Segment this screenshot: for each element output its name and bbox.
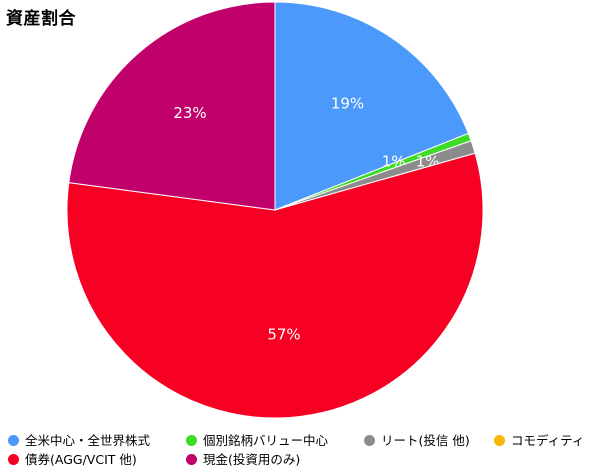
legend-marker-commodity: [494, 435, 505, 446]
legend-marker-bonds: [8, 454, 19, 465]
legend-label-cash: 現金(投資用のみ): [203, 451, 301, 467]
pie-slice-cash[interactable]: [68, 1, 276, 211]
legend-item-commodity[interactable]: コモディティ: [494, 432, 584, 450]
pie-slice-bonds[interactable]: [66, 152, 484, 419]
legend-row-1: 全米中心・全世界株式 個別銘柄バリュー中心 リート(投信 他) コモディティ: [8, 431, 598, 450]
legend-marker-stocks: [8, 435, 19, 446]
legend-label-bonds: 債券(AGG/VCIT 他): [25, 451, 137, 467]
legend-label-individual: 個別銘柄バリュー中心: [203, 432, 329, 448]
legend-label-commodity: コモディティ: [511, 432, 585, 448]
slice-label-cash: 23%: [173, 104, 206, 122]
legend-item-individual[interactable]: 個別銘柄バリュー中心: [186, 432, 364, 450]
legend-item-bonds[interactable]: 債券(AGG/VCIT 他): [8, 451, 186, 469]
legend-label-stocks: 全米中心・全世界株式: [25, 432, 151, 448]
legend: 全米中心・全世界株式 個別銘柄バリュー中心 リート(投信 他) コモディティ 債…: [8, 431, 598, 469]
legend-item-stocks[interactable]: 全米中心・全世界株式: [8, 432, 186, 450]
legend-label-reit: リート(投信 他): [381, 432, 470, 448]
pie-chart: 19%1% 1%57%23%: [66, 1, 484, 419]
legend-marker-cash: [186, 454, 197, 465]
legend-row-2: 債券(AGG/VCIT 他) 現金(投資用のみ): [8, 450, 598, 469]
legend-marker-individual: [186, 435, 197, 446]
chart-title: 資産割合: [6, 9, 76, 29]
slice-label-stocks: 19%: [331, 94, 364, 112]
slice-label-bonds: 57%: [267, 325, 300, 343]
legend-item-cash[interactable]: 現金(投資用のみ): [186, 451, 300, 469]
pie-slice-stocks[interactable]: [274, 1, 470, 211]
legend-item-reit[interactable]: リート(投信 他): [364, 432, 494, 450]
legend-marker-reit: [364, 435, 375, 446]
